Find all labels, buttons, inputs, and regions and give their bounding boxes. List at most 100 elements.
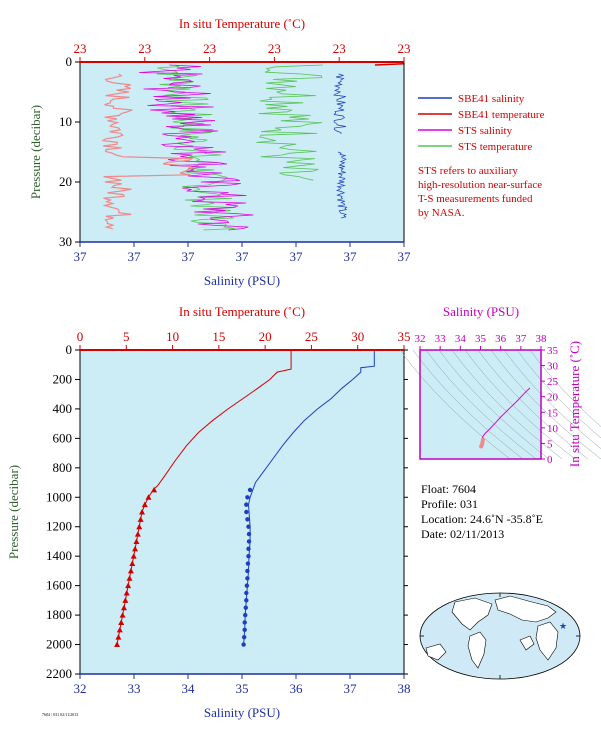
top-salinity-tick-label: 37 [74,249,88,264]
salinity-marker [242,620,247,625]
map-continents [425,595,559,669]
top-pressure-axis-title: Pressure (decibar) [28,105,43,199]
ts-deep-marker [479,444,484,449]
main-pressure-tick-label: 1400 [46,548,72,563]
temperature-marker [145,494,152,500]
ts-temperature-tick-label: 10 [547,423,559,435]
top-pressure-tick-label: 10 [59,114,72,129]
temperature-marker [136,523,143,530]
main-pressure-axis-title: Pressure (decibar) [6,465,21,559]
main-pressure-tick-label: 2000 [46,637,72,652]
salinity-marker [241,634,247,640]
temperature-marker [134,531,141,537]
main-salinity-tick-label: 38 [398,681,411,696]
salinity-marker [244,598,249,603]
sts-temperature-trace-b [256,64,323,181]
main-pressure-tick-label: 2200 [46,666,72,681]
legend-label: SBE41 salinity [458,93,525,105]
main-salinity-tick-label: 32 [74,681,87,696]
sts-note-line: by NASA. [418,207,465,219]
main-traces [114,350,375,648]
main-salinity-ticks: 32 33 34 35 36 37 38 [74,674,411,696]
temperature-marker [114,641,121,648]
main-pressure-tick-label: 1000 [46,489,72,504]
salinity-marker [246,546,251,552]
float-info-block: Float: 7604 Profile: 031 Location: 24.6˚… [421,482,543,542]
top-temperature-tick-label: 23 [398,41,411,56]
ts-temperature-tick-label: 20 [547,392,559,404]
temperature-marker [139,509,146,515]
main-temperature-tick-label: 20 [259,329,272,344]
main-temperature-tick-label: 15 [212,329,225,344]
main-salinity-tick-label: 35 [236,681,249,696]
world-map: ★ [419,592,581,680]
ts-temperature-tick-label: 15 [547,407,559,419]
main-pressure-tick-label: 0 [66,342,73,357]
main-pressure-tick-label: 1200 [46,519,72,534]
main-pressure-ticks: 0 200 400 600 800 1000 1200 1400 1600 1800 2000 220… [46,342,408,681]
profile-number: Profile: 031 [421,497,478,511]
top-salinity-tick-label: 37 [236,249,250,264]
density-contour [477,349,589,460]
ts-temperature-axis-title: In situ Temperature (˚C) [567,341,582,467]
density-contour [516,349,601,439]
main-salinity-tick-label: 34 [182,681,196,696]
legend-label: SBE41 temperature [458,109,545,121]
main-salinity-tick-label: 37 [344,681,358,696]
ts-temperature-tick-label: 30 [547,361,559,373]
main-pressure-tick-label: 800 [53,460,73,475]
salinity-marker [245,576,250,581]
density-contour [451,349,563,460]
ts-salinity-tick-label: 34 [455,333,467,345]
top-panel: 23 23 23 23 23 23 37 37 37 37 37 37 37 0 10 20 30 In s… [28,16,545,288]
sbe41-salinity-trace [335,151,348,219]
main-plot-area [80,350,404,674]
map-tick-marks [420,593,580,679]
density-contour [503,349,601,450]
top-pressure-tick-label: 20 [59,174,72,189]
temperature-marker [115,634,122,640]
temperature-marker [133,538,140,544]
top-salinity-axis-title: Salinity (PSU) [204,273,280,288]
main-pressure-tick-label: 1600 [46,578,72,593]
sbe41-temperature-trace [101,73,195,230]
sts-note-line: high-resolution near-surface [418,179,542,191]
float-location-star-icon: ★ [559,622,567,632]
main-temperature-tick-label: 30 [351,329,364,344]
density-contour [438,349,550,460]
ts-plot-area [420,350,541,459]
top-pressure-tick-label: 30 [59,234,72,249]
temperature-marker [119,612,126,618]
top-temperature-tick-label: 23 [333,41,346,56]
ts-traces [479,387,531,449]
temperature-marker [126,575,133,581]
main-pressure-tick-label: 200 [53,371,73,386]
ts-temperature-tick-label: 0 [547,454,553,466]
top-temperature-ticks: 23 23 23 23 23 23 [74,41,411,62]
top-temperature-tick-label: 23 [268,41,281,56]
main-temperature-ticks: 0 5 10 15 20 25 30 35 [77,329,411,350]
density-contour [490,349,601,460]
density-contour [399,349,511,460]
sts-note-line: STS refers to auxiliary [418,165,518,177]
main-temperature-tick-label: 5 [123,329,130,344]
salinity-marker [245,568,250,574]
ts-temperature-tick-label: 35 [547,345,559,357]
salinity-marker [242,627,247,633]
temperature-marker [130,553,137,559]
salinity-marker [245,517,250,522]
salinity-marker [247,487,253,493]
main-temperature-tick-label: 10 [166,329,179,344]
legend-label: STS temperature [458,141,532,153]
ts-salinity-ticks: 32 33 34 35 36 37 38 [415,333,547,350]
top-temperature-tick-label: 23 [138,41,151,56]
salinity-marker [241,642,246,647]
top-salinity-ticks: 37 37 37 37 37 37 37 [74,242,411,264]
temperature-marker [127,567,134,574]
salinity-marker [243,605,248,610]
ts-salinity-tick-label: 36 [495,333,507,345]
sts-salinity-trace [139,64,254,231]
salinity-marker [244,590,249,596]
profile-date: Date: 02/11/2013 [421,527,505,541]
